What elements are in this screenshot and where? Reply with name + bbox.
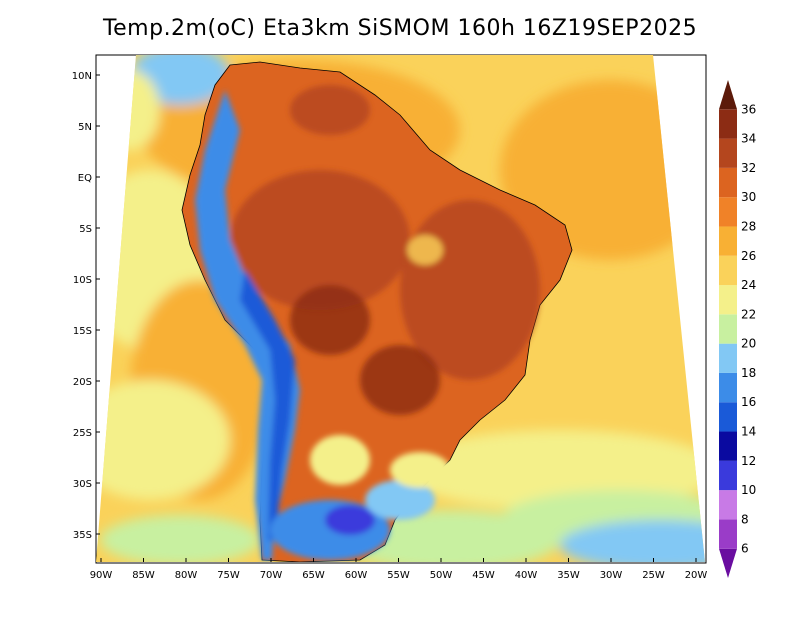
colorbar-segment (719, 431, 737, 461)
colorbar-segment (719, 226, 737, 256)
map-title: Temp.2m(oC) Eta3km SiSMOM 160h 16Z19SEP2… (102, 16, 698, 41)
lon-label: 50W (430, 570, 453, 581)
colorbar-segment (719, 343, 737, 373)
lon-label: 60W (345, 570, 368, 581)
longitude-axis: 90W 85W 80W 75W 70W 65W 60W 55W 50W 45W 40W 35W 30W 2… (90, 558, 708, 581)
lon-label: 35W (557, 570, 580, 581)
colorbar-segment (719, 372, 737, 403)
colorbar-label: 24 (741, 278, 756, 292)
colorbar-segment (719, 109, 737, 139)
colorbar-label: 20 (741, 337, 756, 351)
lon-label: 90W (90, 570, 113, 581)
temperature-field (96, 55, 705, 562)
colorbar-segment (719, 80, 737, 110)
colorbar-label: 22 (741, 307, 756, 321)
colorbar: 6 8 10 12 14 16 18 20 22 24 26 28 30 32 34 36 (719, 80, 756, 578)
lat-label: 35S (73, 530, 92, 541)
colorbar-segment (719, 314, 737, 344)
colorbar-segment (719, 138, 737, 168)
colorbar-segment (719, 285, 737, 315)
lat-label: 15S (73, 326, 92, 337)
colorbar-segment (719, 197, 737, 227)
colorbar-segment (719, 255, 737, 286)
colorbar-label: 26 (741, 249, 756, 263)
lat-label: 10S (73, 275, 92, 286)
lon-label: 40W (515, 570, 538, 581)
colorbar-segment (719, 548, 737, 578)
colorbar-label: 12 (741, 454, 756, 468)
lat-label: 25S (73, 428, 92, 439)
colorbar-label: 16 (741, 395, 756, 409)
colorbar-label: 14 (741, 425, 756, 439)
lat-label: 10N (72, 71, 92, 82)
lat-label: 20S (73, 377, 92, 388)
colorbar-label: 10 (741, 483, 756, 497)
lat-label: 5N (78, 122, 92, 133)
colorbar-label: 6 (741, 542, 749, 556)
colorbar-segment (719, 402, 737, 432)
lon-label: 65W (302, 570, 325, 581)
lat-label: 30S (73, 479, 92, 490)
colorbar-label: 8 (741, 512, 749, 526)
lon-label: 70W (260, 570, 283, 581)
lon-label: 20W (685, 570, 708, 581)
lat-label: 5S (79, 224, 92, 235)
lon-label: 45W (472, 570, 495, 581)
latitude-axis: 10N 5N EQ 5S 10S 15S 20S 25S 30S 35S (72, 71, 100, 541)
lon-label: 75W (217, 570, 240, 581)
lon-label: 30W (600, 570, 623, 581)
colorbar-label: 32 (741, 161, 756, 175)
colorbar-segment (719, 167, 737, 198)
colorbar-label: 28 (741, 219, 756, 233)
colorbar-segment (719, 460, 737, 491)
colorbar-segment (719, 519, 737, 549)
colorbar-label: 30 (741, 190, 756, 204)
colorbar-label: 36 (741, 102, 756, 116)
lon-label: 85W (132, 570, 155, 581)
lon-label: 25W (642, 570, 665, 581)
lon-label: 55W (387, 570, 410, 581)
colorbar-label: 18 (741, 366, 756, 380)
colorbar-segment (719, 490, 737, 520)
lon-label: 80W (175, 570, 198, 581)
colorbar-label: 34 (741, 132, 756, 146)
lat-label: EQ (78, 173, 92, 184)
